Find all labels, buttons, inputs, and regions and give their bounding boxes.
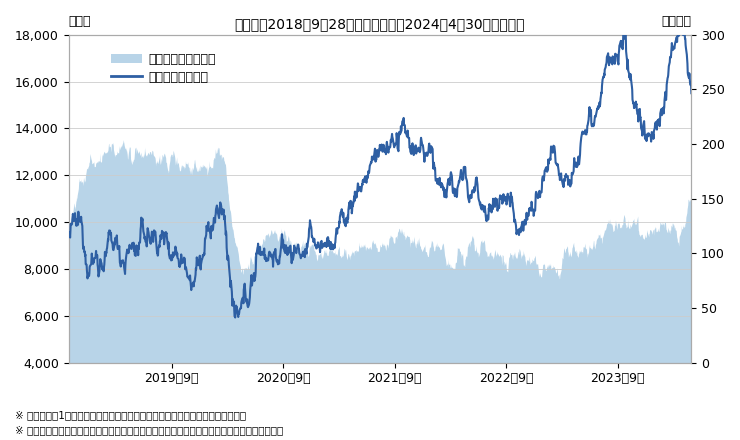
Text: ※ 基準価額（1万口当たり）は、運用管理費用（信託報酬）控除後のものです。: ※ 基準価額（1万口当たり）は、運用管理費用（信託報酬）控除後のものです。 [15, 410, 246, 420]
Text: （億円）: （億円） [662, 15, 691, 28]
Title: （期間：2018年9月28日（設定日）～2024年4月30日、日次）: （期間：2018年9月28日（設定日）～2024年4月30日、日次） [235, 17, 525, 31]
Legend: 純資産総額（右軸）, 基準価額（左軸）: 純資産総額（右軸）, 基準価額（左軸） [106, 48, 221, 88]
Text: （円）: （円） [69, 15, 91, 28]
Text: ※ 上記はあくまで過去の実績であり、将来の投資成果を示儆・保証するものではありません。: ※ 上記はあくまで過去の実績であり、将来の投資成果を示儆・保証するものではありま… [15, 425, 283, 435]
